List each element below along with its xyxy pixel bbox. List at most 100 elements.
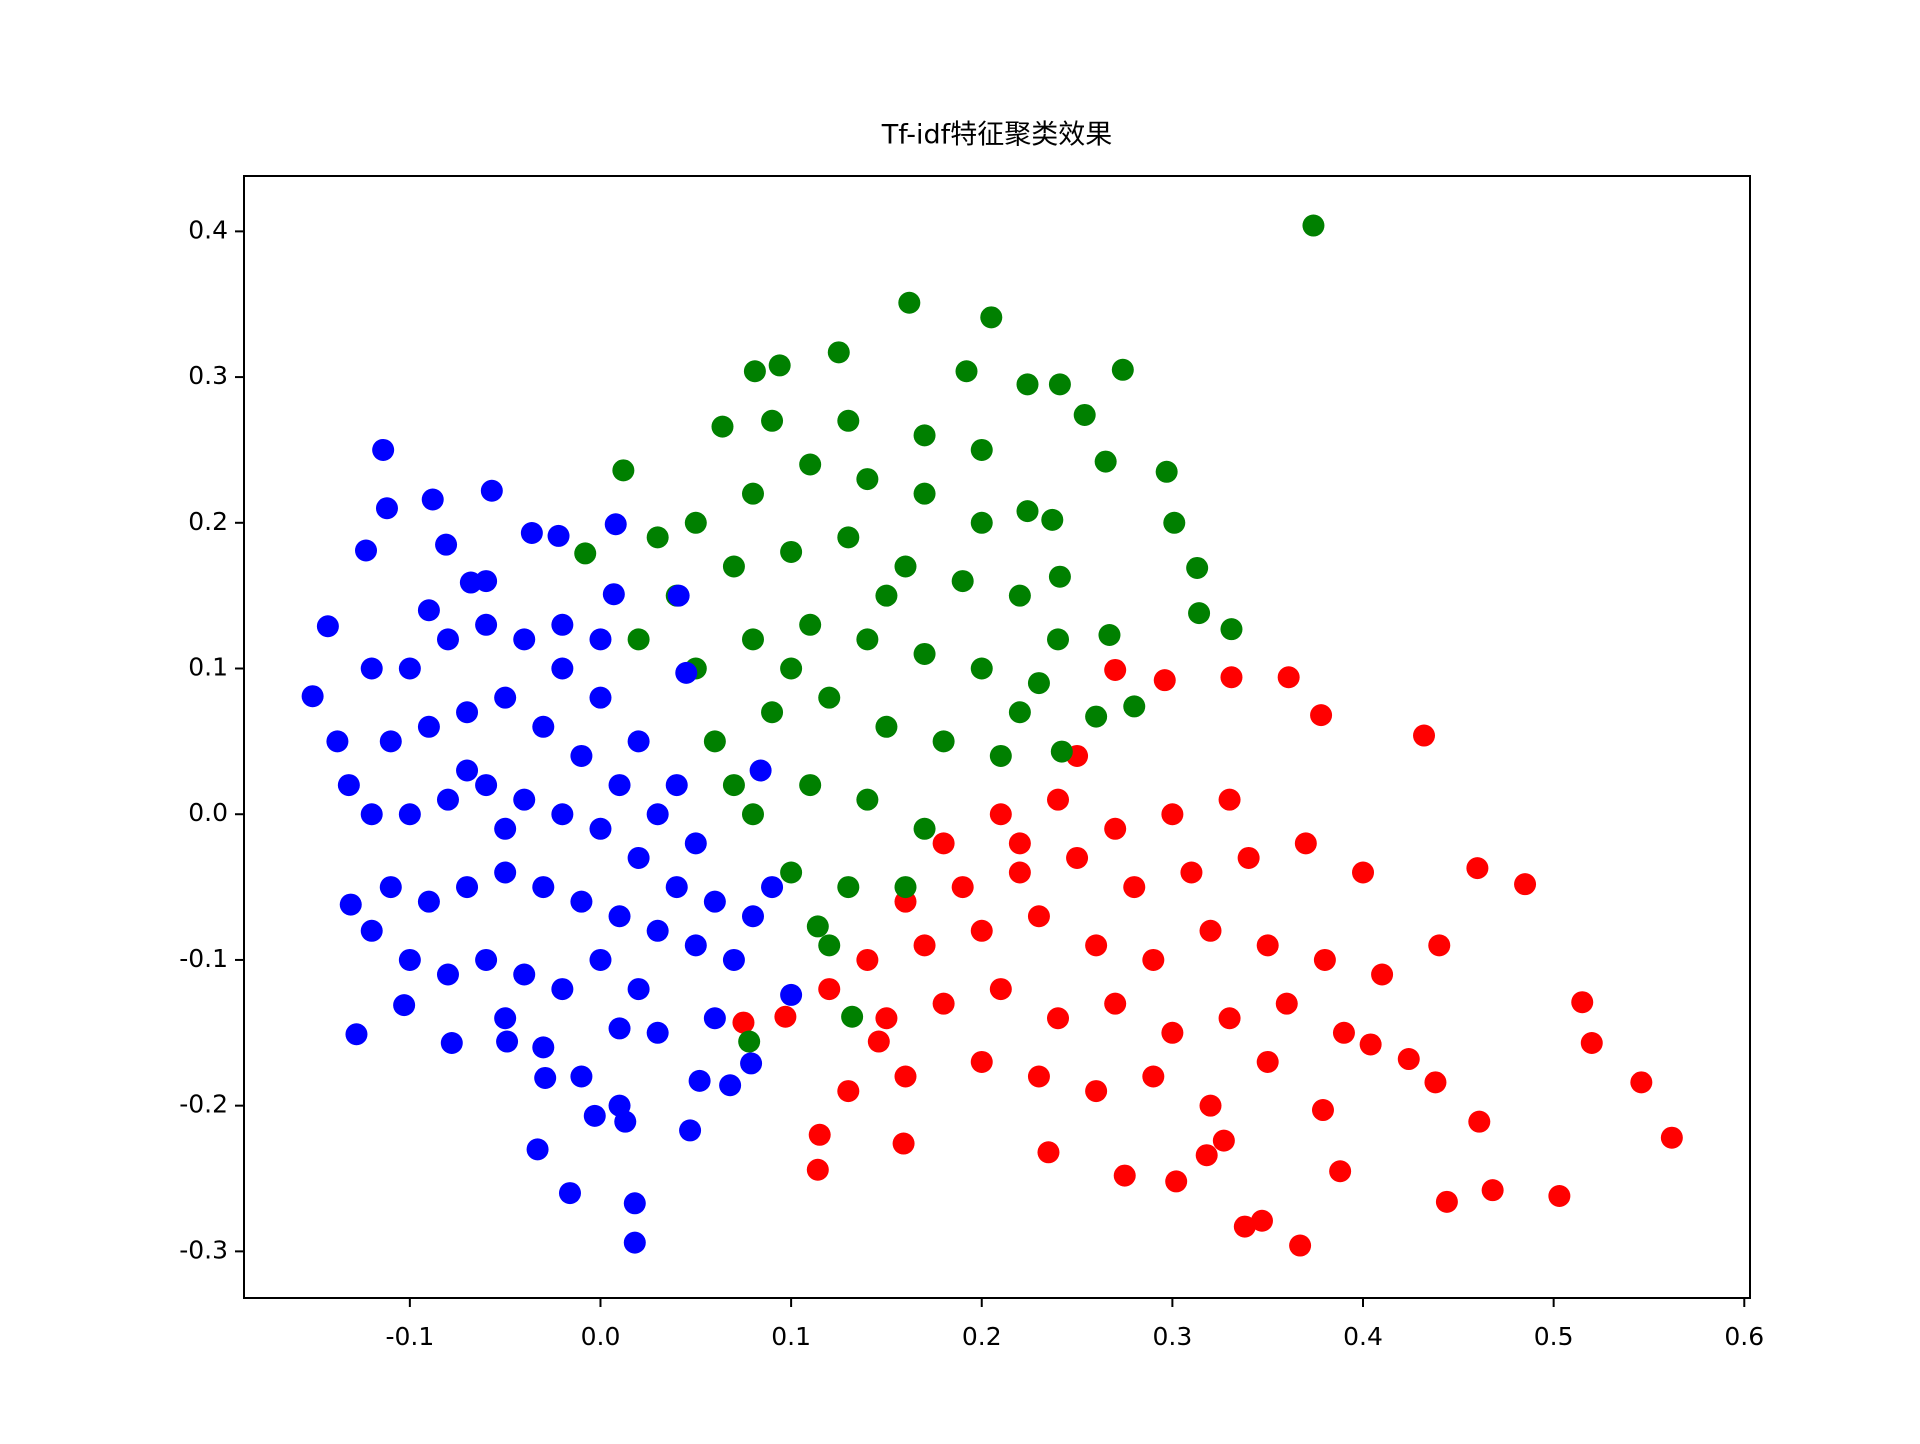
point (1008, 832, 1031, 855)
point (627, 978, 650, 1001)
point (743, 360, 766, 383)
point (741, 482, 764, 505)
point (1195, 1144, 1218, 1167)
point (398, 803, 421, 826)
y-tick-label: -0.1 (179, 944, 228, 973)
point (1008, 584, 1031, 607)
point (547, 524, 570, 547)
x-tick-label: 0.6 (1724, 1322, 1764, 1351)
point (339, 893, 362, 916)
point (684, 832, 707, 855)
point (722, 948, 745, 971)
x-tick-label: 0.4 (1343, 1322, 1383, 1351)
point (1161, 803, 1184, 826)
y-tick-label: 0.2 (188, 507, 228, 536)
point (1142, 1065, 1165, 1088)
point (1104, 817, 1127, 840)
point (623, 1231, 646, 1254)
point (574, 542, 597, 565)
point (456, 701, 479, 724)
point (435, 533, 458, 556)
point (360, 803, 383, 826)
point (951, 570, 974, 593)
point (1155, 460, 1178, 483)
point (703, 890, 726, 913)
point (679, 1119, 702, 1142)
point (1466, 857, 1489, 880)
point (513, 963, 536, 986)
point (1413, 724, 1436, 747)
point (1111, 358, 1134, 381)
point (1424, 1071, 1447, 1094)
point (970, 511, 993, 534)
point (722, 774, 745, 797)
point (827, 341, 850, 364)
point (837, 1080, 860, 1103)
x-tick-label: 0.3 (1152, 1322, 1192, 1351)
point (1027, 1065, 1050, 1088)
point (1220, 666, 1243, 689)
point (989, 744, 1012, 767)
point (1332, 1021, 1355, 1044)
point (372, 438, 395, 461)
point (841, 1005, 864, 1028)
point (980, 306, 1003, 329)
point (1050, 740, 1073, 763)
point (806, 915, 829, 938)
point (1580, 1032, 1603, 1054)
point (1104, 658, 1127, 681)
point (570, 890, 593, 913)
point (456, 876, 479, 899)
point (818, 686, 841, 709)
point (1468, 1110, 1491, 1133)
point (894, 555, 917, 578)
point (316, 615, 339, 638)
point (1047, 788, 1070, 811)
point (738, 1030, 761, 1053)
point (1218, 1007, 1241, 1030)
point (875, 715, 898, 738)
point (1571, 991, 1594, 1014)
point (955, 360, 978, 383)
point (1199, 1094, 1222, 1117)
point (551, 657, 574, 680)
point (436, 963, 459, 986)
point (589, 817, 612, 840)
point (799, 774, 822, 797)
point (551, 978, 574, 1001)
point (684, 934, 707, 957)
point (1027, 905, 1050, 928)
point (818, 978, 841, 1001)
point (741, 803, 764, 826)
point (1048, 565, 1071, 588)
point (1237, 846, 1260, 869)
point (1250, 1209, 1273, 1232)
point (589, 686, 612, 709)
point (417, 715, 440, 738)
point (665, 876, 688, 899)
point (808, 1123, 831, 1146)
point (494, 686, 517, 709)
point (398, 657, 421, 680)
point (1311, 1099, 1334, 1122)
x-tick-label: -0.1 (385, 1322, 434, 1351)
point (688, 1069, 711, 1092)
point (780, 861, 803, 884)
point (1142, 948, 1165, 971)
point (749, 759, 772, 782)
point (837, 526, 860, 549)
point (393, 994, 416, 1017)
point (1016, 500, 1039, 523)
point (1435, 1190, 1458, 1213)
point (627, 730, 650, 753)
point (1256, 934, 1279, 957)
point (761, 701, 784, 724)
point (1047, 628, 1070, 651)
point (558, 1182, 581, 1205)
point (1123, 876, 1146, 899)
point (1165, 1170, 1188, 1193)
point (1275, 992, 1298, 1015)
point (345, 1023, 368, 1046)
point (646, 1021, 669, 1044)
